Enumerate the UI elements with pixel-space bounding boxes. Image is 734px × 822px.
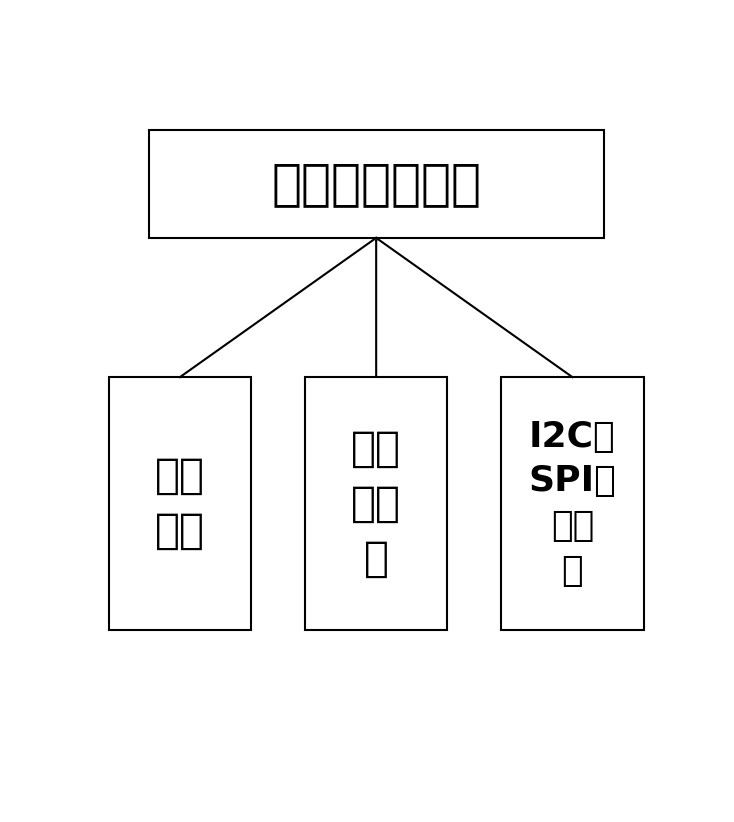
Bar	[109, 377, 251, 630]
Text: 核心处理器模块: 核心处理器模块	[271, 160, 482, 208]
Text: 处理
器模
块: 处理 器模 块	[351, 427, 401, 580]
Bar	[148, 130, 603, 238]
Text: I2C、
SPI接
口模
块: I2C、 SPI接 口模 块	[528, 419, 617, 588]
Bar	[501, 377, 644, 630]
Bar	[305, 377, 447, 630]
Text: 内存
模块: 内存 模块	[155, 455, 205, 552]
